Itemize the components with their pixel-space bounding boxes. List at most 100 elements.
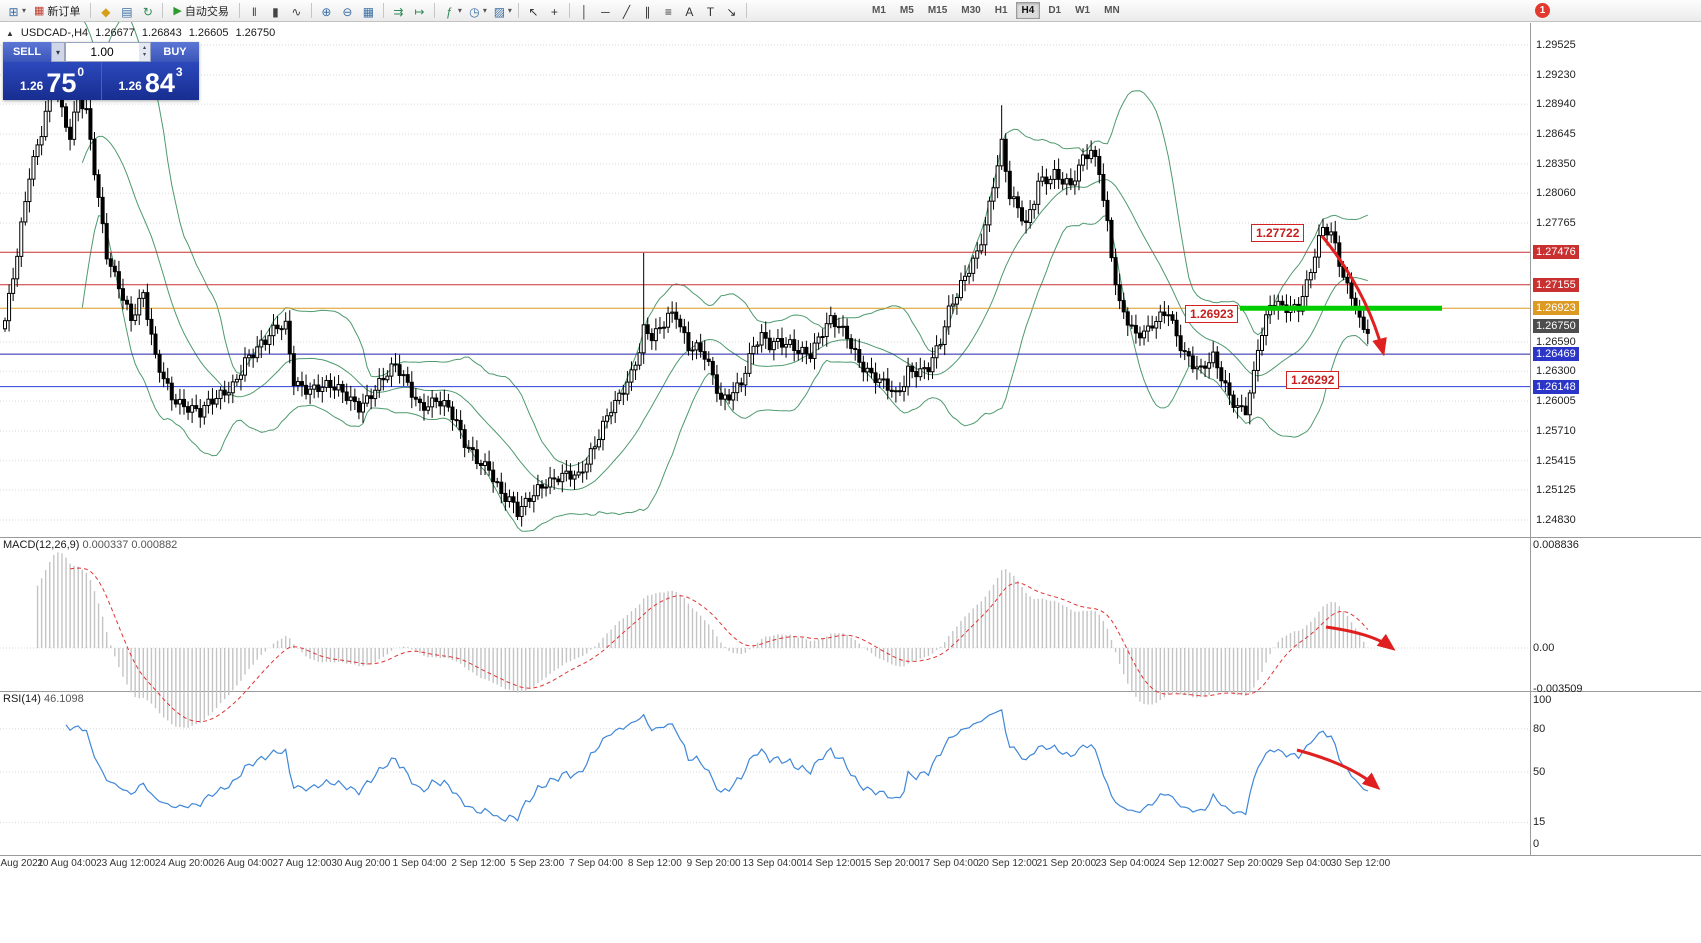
time-axis-label: 27 Aug 12:00 — [272, 858, 332, 869]
dropdown-caret-icon[interactable]: ▾ — [482, 6, 487, 15]
new-order-icon: ▦ — [34, 5, 45, 17]
trendline-icon[interactable]: ╱ — [622, 4, 631, 19]
price-axis-label: 1.29525 — [1536, 39, 1576, 51]
arrows-icon[interactable]: ↘ — [726, 4, 737, 19]
timeframe-h1-button[interactable]: H1 — [994, 5, 1008, 16]
buy-price-prefix: 1.26 — [118, 79, 142, 93]
timeframe-mn-button[interactable]: MN — [1104, 5, 1120, 16]
buy-price-pip: 3 — [175, 65, 183, 79]
time-axis-label: 9 Sep 20:00 — [686, 858, 741, 869]
dropdown-caret-icon[interactable]: ▾ — [22, 6, 27, 15]
rsi-name: RSI(14) — [3, 693, 41, 705]
price-axis-label: 1.24830 — [1536, 513, 1576, 526]
templates-icon[interactable]: ▨ — [493, 4, 506, 19]
fibonacci-icon[interactable]: ≡ — [664, 4, 672, 19]
dropdown-caret-icon[interactable]: ▾ — [507, 6, 512, 15]
timeframe-m15-button[interactable]: M15 — [927, 5, 948, 16]
toolbar: ⊞ ▾ ▦ 新订单 ◆ ▤ ↻ ▶ 自动交易 ‖ ▮ ∿ ⊕ ⊖ ▦ ⇉ ↦ ƒ ▾ ◷ ▾ ▨ ▾ ↖ + │ ─ ╱ ∥ ≡ A T ↘ M… — [0, 0, 1701, 22]
time-axis-label: 8 Sep 12:00 — [627, 858, 682, 869]
level-price-label: 1.26923 — [1533, 301, 1579, 316]
timeframe-group: M1 M5 M15 M30 H1 H4 D1 W1 MN — [865, 2, 1127, 19]
volume-input[interactable] — [66, 43, 150, 61]
timeframe-d1-button[interactable]: D1 — [1048, 5, 1062, 16]
time-axis-label: 5 Sep 23:00 — [510, 858, 565, 869]
new-chart-icon[interactable]: ⊞ — [8, 4, 19, 19]
time-axis-label: 8 Aug 2021 — [0, 858, 44, 869]
new-order-button[interactable]: ▦ 新订单 — [29, 2, 85, 20]
time-axis-label: 7 Sep 04:00 — [569, 858, 623, 869]
drawn-arrow[interactable] — [1320, 235, 1387, 357]
buy-price[interactable]: 1.26 84 3 — [101, 62, 199, 100]
chart-shift-icon[interactable]: ↦ — [414, 4, 425, 19]
buy-button[interactable]: BUY — [151, 42, 199, 62]
drawn-arrow[interactable] — [1325, 625, 1396, 651]
trade-panel-toggle-icon[interactable]: ▲ — [6, 28, 14, 38]
price-axis-label: 1.29230 — [1536, 68, 1576, 81]
sell-price-prefix: 1.26 — [19, 79, 44, 93]
timeframe-m1-button[interactable]: M1 — [872, 5, 886, 16]
macd-signal-line — [70, 567, 1369, 723]
rsi-label: RSI(14) 46.1098 — [3, 693, 84, 705]
periods-icon[interactable]: ◷ — [469, 4, 480, 19]
price-axis-label: 1.26590 — [1536, 335, 1576, 348]
price-axis-label: 1.26300 — [1536, 365, 1576, 378]
stepper-down-icon[interactable]: ▾ — [142, 52, 146, 58]
text-icon[interactable]: A — [685, 4, 694, 19]
channel-icon[interactable]: ∥ — [644, 4, 651, 19]
autotrading-button[interactable]: ▶ 自动交易 — [168, 2, 233, 20]
price-annotation[interactable]: 1.26923 — [1185, 305, 1239, 323]
toolbar-separator — [433, 3, 435, 18]
stepper-up-icon[interactable]: ▴ — [142, 45, 146, 51]
cursor-icon[interactable]: ↖ — [528, 4, 539, 19]
toolbar-separator — [745, 3, 747, 18]
sell-button[interactable]: SELL — [3, 42, 51, 62]
order-type-caret-icon[interactable]: ▾ — [51, 42, 65, 62]
time-axis-label: 13 Sep 04:00 — [742, 858, 803, 869]
volume-stepper[interactable]: ▴ ▾ — [139, 43, 150, 61]
sell-price[interactable]: 1.26 75 0 — [3, 62, 101, 100]
market-watch-icon[interactable]: ◆ — [101, 4, 111, 19]
macd-axis-label: 0.00 — [1533, 642, 1555, 654]
tile-windows-icon[interactable]: ▦ — [362, 4, 375, 19]
zoom-in-icon[interactable]: ⊕ — [321, 4, 332, 19]
price-annotation[interactable]: 1.26292 — [1286, 371, 1340, 389]
toolbar-icon-group: ⊞ ▾ ▦ 新订单 ◆ ▤ ↻ ▶ 自动交易 ‖ ▮ ∿ ⊕ ⊖ ▦ ⇉ ↦ ƒ ▾ ◷ ▾ ▨ ▾ ↖ + │ ─ ╱ ∥ ≡ A T ↘ — [3, 2, 865, 20]
symbol-period-label: USDCAD-,H4 — [20, 27, 89, 39]
time-axis-label: 24 Sep 12:00 — [1154, 858, 1214, 869]
horizontal-line-icon[interactable]: ─ — [601, 4, 610, 19]
vertical-line-icon[interactable]: │ — [580, 4, 589, 19]
timeframe-h4-button[interactable]: H4 — [1015, 2, 1041, 19]
bar-chart-icon[interactable]: ‖ — [251, 4, 257, 19]
resistance-price-label: 1.27476 — [1533, 245, 1579, 260]
notification-badge[interactable]: 1 — [1535, 3, 1550, 18]
ohlc-open: 1.26677 — [95, 27, 135, 39]
zoom-out-icon[interactable]: ⊖ — [342, 4, 353, 19]
label-icon[interactable]: T — [706, 4, 715, 19]
time-axis-label: 23 Aug 12:00 — [96, 858, 156, 869]
auto-scroll-icon[interactable]: ⇉ — [393, 4, 404, 19]
price-axis-label: 1.28940 — [1536, 98, 1576, 111]
time-axis-label: 2 Sep 12:00 — [451, 858, 506, 869]
macd-axis-label: -0.003509 — [1533, 682, 1583, 695]
line-chart-icon[interactable]: ∿ — [291, 4, 302, 19]
crosshair-icon[interactable]: + — [550, 4, 558, 19]
price-axis-label: 1.25415 — [1536, 454, 1576, 467]
time-axis-label: 23 Sep 04:00 — [1095, 858, 1155, 869]
timeframe-m30-button[interactable]: M30 — [961, 5, 981, 16]
timeframe-m5-button[interactable]: M5 — [899, 5, 914, 16]
candles — [3, 45, 1370, 527]
price-annotation[interactable]: 1.27722 — [1251, 224, 1305, 242]
macd-label: MACD(12,26,9) 0.000337 0.000882 — [3, 539, 177, 551]
indicators-icon[interactable]: ƒ — [446, 4, 453, 19]
dropdown-caret-icon[interactable]: ▾ — [457, 6, 462, 15]
timeframe-w1-button[interactable]: W1 — [1075, 5, 1091, 16]
price-axis-label: 1.28060 — [1536, 187, 1576, 200]
navigator-icon[interactable]: ↻ — [142, 4, 153, 19]
time-axis-label: 21 Sep 20:00 — [1036, 858, 1097, 869]
rsi-line — [65, 708, 1369, 822]
candlestick-chart-icon[interactable]: ▮ — [272, 4, 279, 19]
data-window-icon[interactable]: ▤ — [121, 4, 133, 19]
drawn-arrow[interactable] — [1296, 748, 1381, 790]
